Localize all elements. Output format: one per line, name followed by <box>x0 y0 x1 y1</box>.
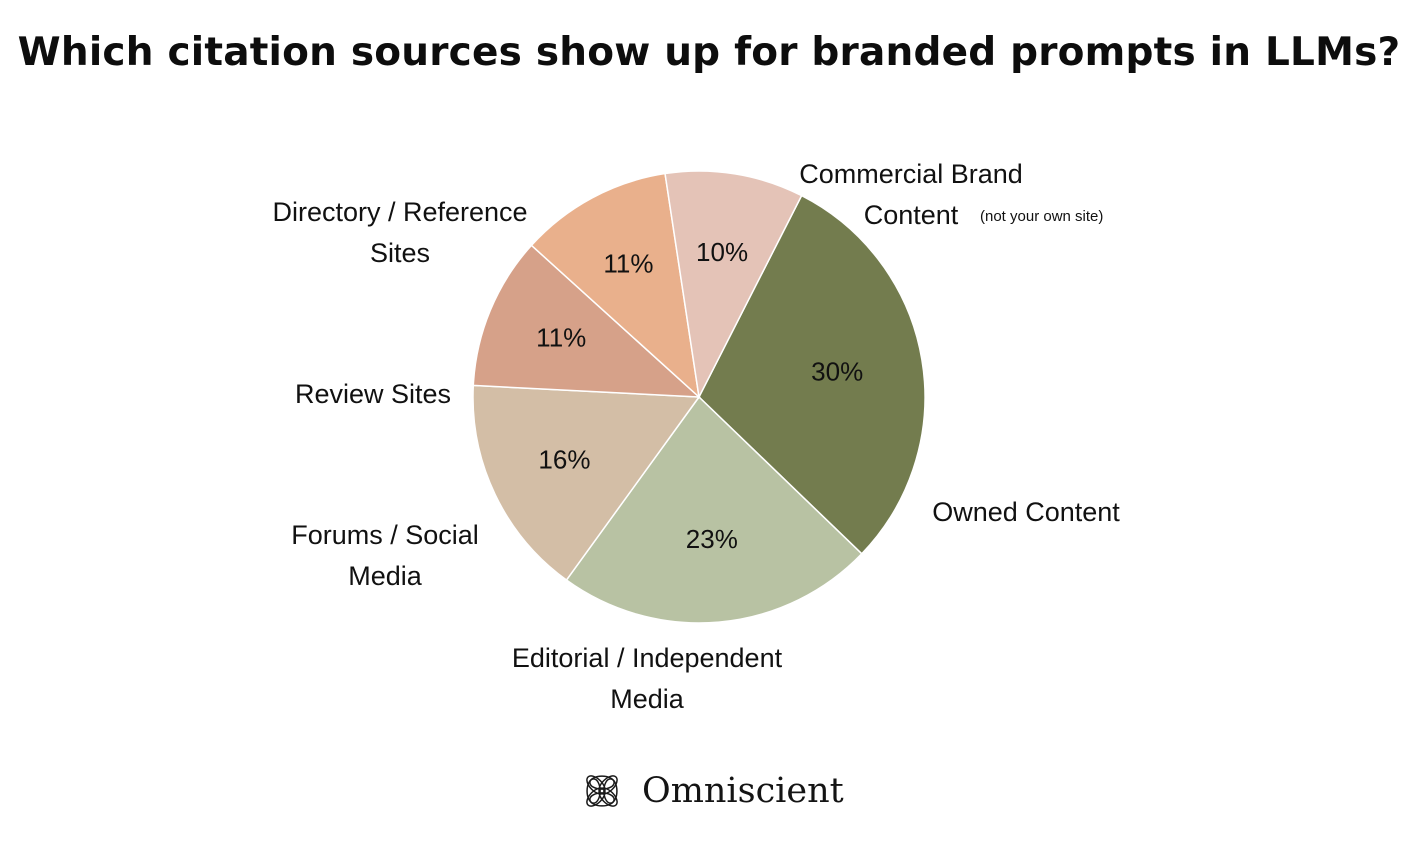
category-label: Content <box>864 200 959 230</box>
annotation-note: (not your own site) <box>980 208 1103 225</box>
pie-slice-review-sites <box>530 172 701 399</box>
percent-label: 10% <box>696 237 748 267</box>
percent-labels: 30% 23% 16% 11% 11% 10% <box>536 237 863 554</box>
category-label: Sites <box>370 238 430 268</box>
chart-title: Which citation sources show up for brand… <box>17 30 1401 75</box>
pie-slice-editorial-independent-media <box>472 384 701 582</box>
category-label: Forums / Social <box>291 520 479 550</box>
percent-label: 30% <box>811 357 863 387</box>
category-label: Owned Content <box>932 497 1120 527</box>
pie-slices <box>472 170 926 624</box>
brand-footer: Omniscient <box>574 762 844 820</box>
pie-slice-owned-content <box>565 395 863 624</box>
pie-slice-directory-reference-sites <box>664 170 803 400</box>
category-label: Media <box>610 684 685 714</box>
omniscient-knot-logo-icon <box>586 775 618 807</box>
category-labels: Commercial Brand Content Owned Content Edit… <box>272 159 1120 714</box>
pie-slice-forums-social-media <box>472 244 702 398</box>
pie-slice-commercial-brand-content <box>698 194 926 555</box>
percent-label: 11% <box>603 248 653 278</box>
percent-label: 16% <box>538 444 590 474</box>
brand-name: Omniscient <box>642 771 844 811</box>
percent-label: 11% <box>536 323 586 353</box>
category-label: Review Sites <box>295 379 451 409</box>
category-label: Commercial Brand <box>799 159 1023 189</box>
pie-chart: 30% 23% 16% 11% 11% 10% Commercial Brand Conte… <box>272 159 1120 714</box>
category-label: Media <box>348 561 423 591</box>
category-label: Editorial / Independent <box>512 643 783 673</box>
category-label: Directory / Reference <box>272 197 527 227</box>
percent-label: 23% <box>686 524 738 554</box>
